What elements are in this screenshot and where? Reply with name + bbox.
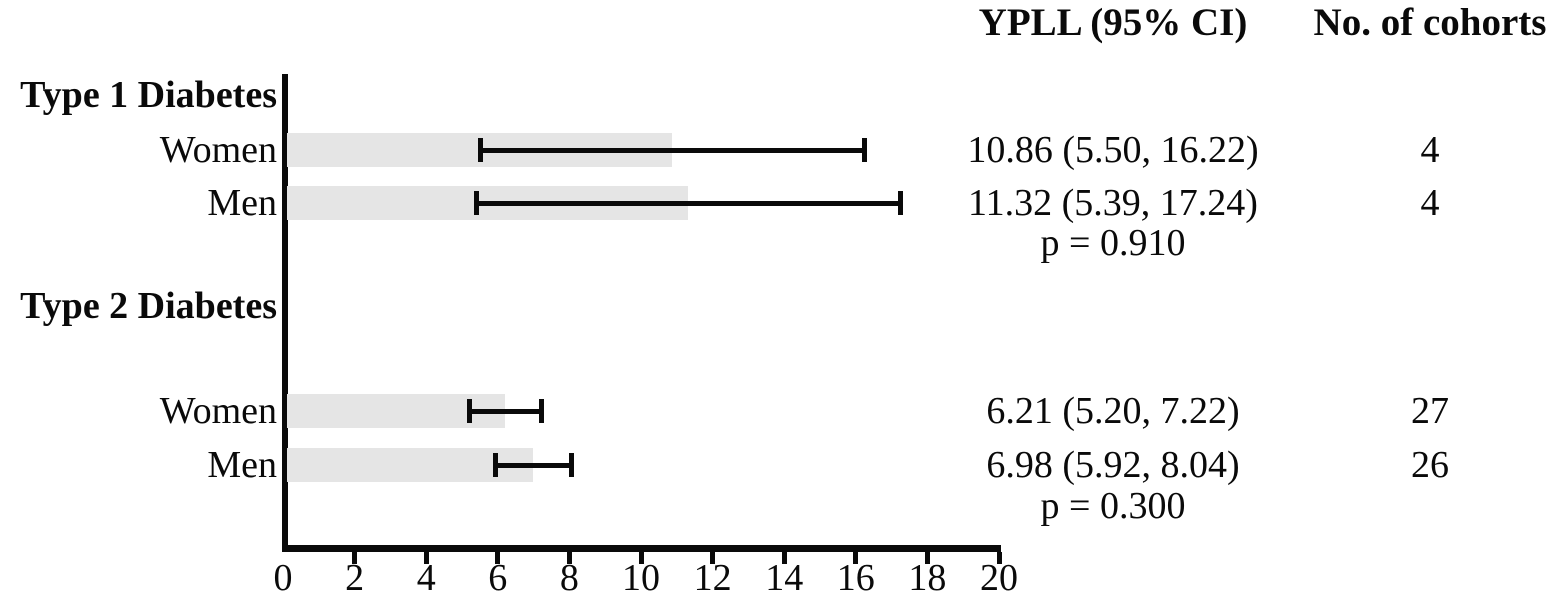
cohorts-count-t2-men: 26: [1411, 444, 1449, 486]
x-axis-tick: [423, 552, 429, 564]
x-axis-tick: [495, 552, 501, 564]
p-value-type1: p = 0.910: [1040, 222, 1186, 264]
x-axis-tick: [853, 552, 859, 564]
x-axis-tick-label: 0: [273, 557, 293, 596]
cohorts-count-t2-women: 27: [1411, 390, 1449, 432]
x-axis-tick: [924, 552, 930, 564]
x-axis-tick: [352, 552, 358, 564]
x-axis-tick: [710, 552, 716, 564]
x-axis-tick-label: 12: [693, 557, 732, 596]
section-label-type1-diabetes: Type 1 Diabetes: [20, 74, 277, 116]
x-axis-tick: [781, 552, 787, 564]
row-label-t2-women: Women: [159, 390, 277, 432]
cohorts-column-header: No. of cohorts: [1313, 1, 1546, 44]
error-bar-cap-high: [898, 191, 904, 215]
ypll-value-t2-women: 6.21 (5.20, 7.22): [986, 390, 1240, 432]
ypll-value-t1-women: 10.86 (5.50, 16.22): [967, 129, 1259, 171]
x-axis-tick-label: 8: [559, 557, 579, 596]
error-bar-line: [475, 201, 901, 206]
cohorts-count-t1-women: 4: [1420, 129, 1440, 171]
error-bar-cap-high: [861, 138, 867, 162]
error-bar-cap-high: [539, 399, 545, 423]
error-bar-cap-low: [477, 138, 483, 162]
ypll-value-t2-men: 6.98 (5.92, 8.04): [986, 444, 1240, 486]
x-axis-tick-label: 20: [980, 557, 1018, 596]
x-axis-line: [282, 545, 1001, 552]
x-axis-tick-label: 6: [488, 557, 508, 596]
x-axis-tick-label: 10: [622, 557, 660, 596]
row-label-t1-men: Men: [207, 182, 277, 224]
x-axis-tick-label: 2: [345, 557, 365, 596]
cohorts-count-t1-men: 4: [1420, 182, 1440, 224]
ypll-column-header: YPLL (95% CI): [978, 1, 1248, 44]
row-label-t1-women: Women: [159, 129, 277, 171]
bar-type-2-diabetes-men: [287, 448, 533, 482]
error-bar-cap-low: [473, 191, 479, 215]
x-axis-tick: [996, 552, 1002, 564]
x-axis-tick: [566, 552, 572, 564]
p-value-type2: p = 0.300: [1040, 485, 1186, 527]
x-axis-tick-label: 16: [836, 557, 875, 596]
error-bar-line: [469, 409, 542, 414]
ypll-value-t1-men: 11.32 (5.39, 17.24): [968, 182, 1258, 224]
x-axis-tick-label: 4: [416, 557, 436, 596]
section-label-type2-diabetes: Type 2 Diabetes: [20, 285, 277, 327]
error-bar-line: [494, 463, 571, 468]
error-bar-cap-low: [492, 453, 498, 477]
error-bar-line: [479, 148, 864, 153]
x-axis-tick-label: 18: [908, 557, 947, 596]
x-axis-tick-label: 14: [765, 557, 804, 596]
row-label-t2-men: Men: [207, 444, 277, 486]
error-bar-cap-high: [568, 453, 574, 477]
error-bar-cap-low: [467, 399, 473, 423]
x-axis-tick: [638, 552, 644, 564]
y-axis-line: [282, 74, 288, 552]
